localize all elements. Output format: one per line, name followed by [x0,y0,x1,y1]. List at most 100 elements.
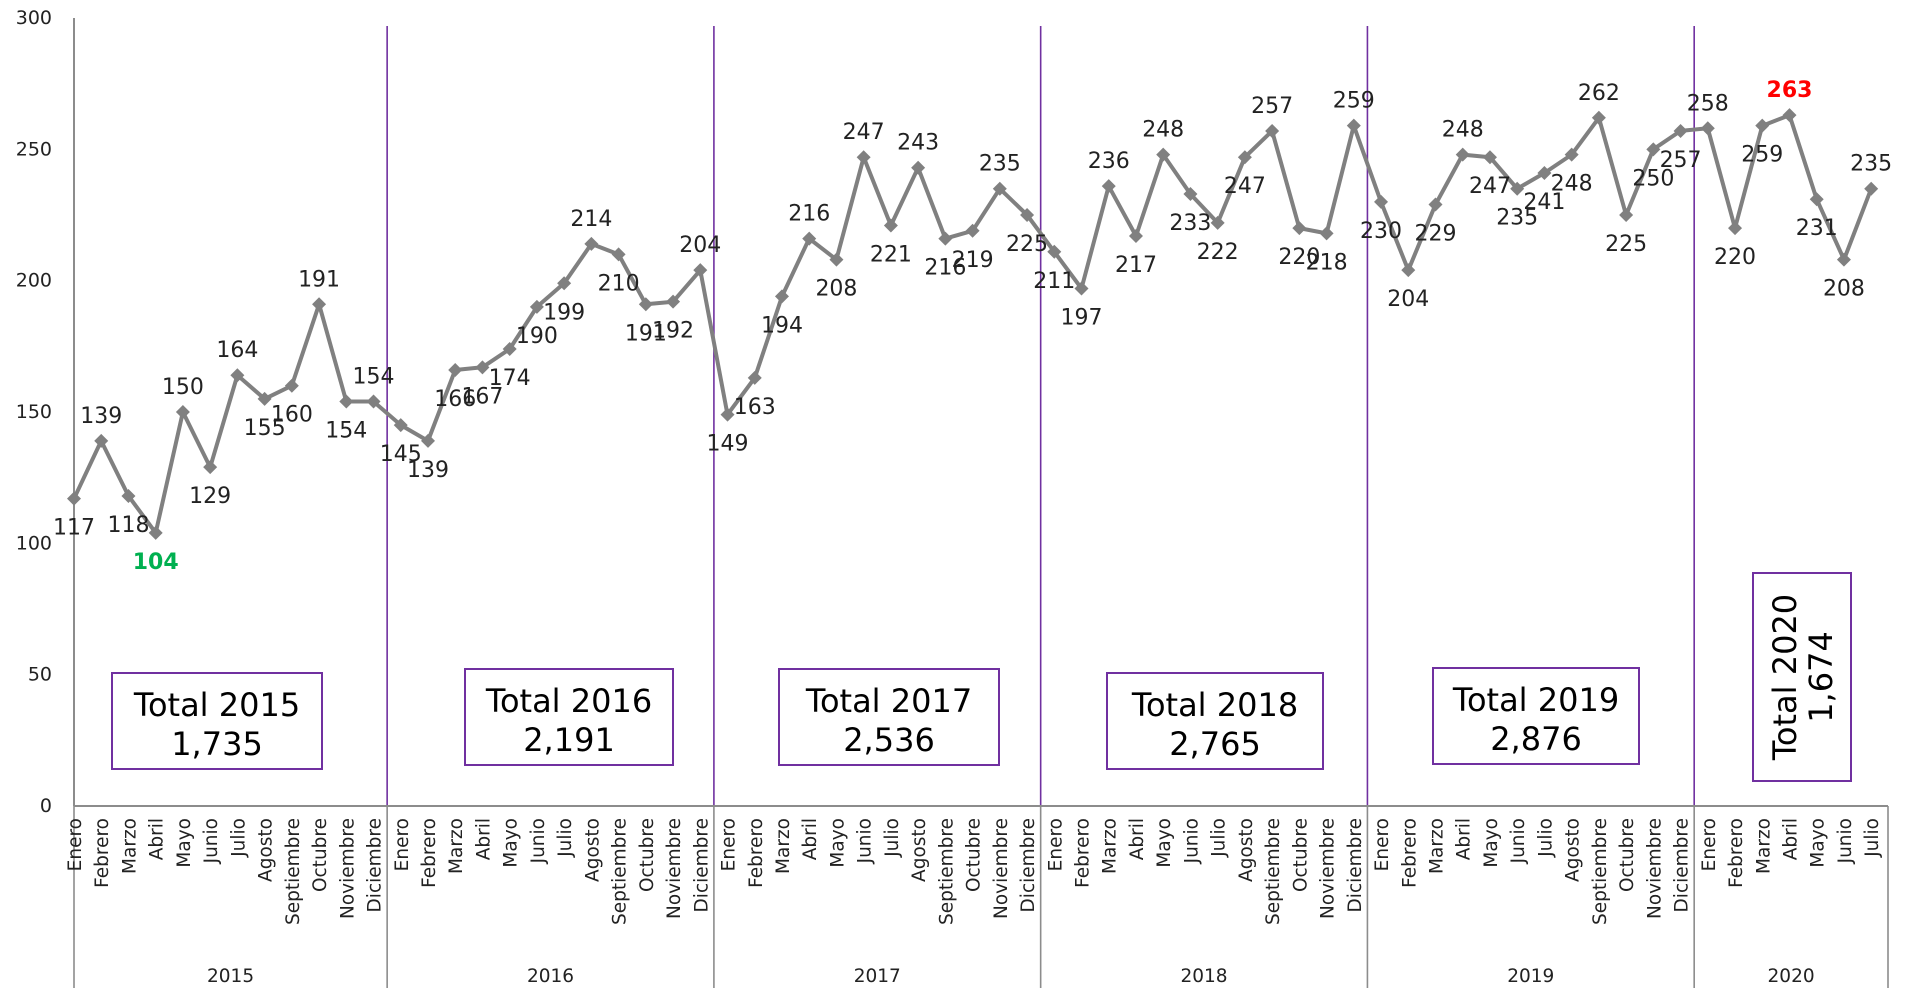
data-point [1482,150,1497,165]
month-tick-group: Abril [800,818,821,860]
month-tick-group: Enero [719,818,740,871]
data-label: 160 [271,403,313,428]
month-tick-group: Mayo [1154,818,1175,868]
total-box-value: 2,876 [1490,720,1582,758]
month-tick-label: Julio [1209,818,1230,858]
data-point [1755,118,1770,133]
y-tick-label: 150 [16,401,52,423]
data-label: 117 [53,516,95,541]
month-tick-label: Diciembre [1345,818,1366,912]
month-tick-group: Febrero [1726,818,1747,888]
month-tick-group: Agosto [909,818,930,882]
month-tick-group: Junio [201,818,222,864]
month-tick-label: Noviembre [1318,818,1339,919]
data-point [366,394,381,409]
month-tick-label: Junio [1181,818,1202,864]
month-tick-group: Septiembre [1590,818,1611,925]
data-point [856,150,871,165]
month-tick-label: Marzo [1427,818,1448,874]
y-tick-label: 0 [40,795,52,817]
data-point [420,433,435,448]
series-line [72,113,1874,535]
data-label: 208 [815,277,857,302]
month-tick-group: Noviembre [664,818,685,919]
month-tick-group: Junio [1181,818,1202,864]
month-tick-label: Julio [228,818,249,858]
total-box-frame [1432,667,1640,765]
month-tick-group: Diciembre [691,818,712,912]
month-tick-label: Septiembre [936,818,957,925]
month-tick-label: Julio [1862,818,1883,858]
month-tick-label: Enero [65,818,86,871]
year-tick-label: 2016 [527,966,574,987]
data-point [475,360,490,375]
month-tick-group: Noviembre [1318,818,1339,919]
month-tick-group: Mayo [1808,818,1829,868]
month-tick-group: Septiembre [1263,818,1284,925]
data-label: 150 [162,375,204,400]
month-tick-label: Mayo [1808,818,1829,868]
data-point [938,231,953,246]
data-point [175,404,190,419]
total-box-label: Total 2017 [805,682,972,720]
month-tick-group: Octubre [1290,818,1311,892]
data-point [1346,118,1361,133]
data-label: 204 [679,233,721,258]
month-tick-label: Noviembre [337,818,358,919]
data-point [666,294,681,309]
data-label: 219 [952,248,994,273]
data-label: 149 [707,432,749,457]
data-point [393,418,408,433]
month-tick-group: Marzo [1100,818,1121,874]
data-label: 155 [244,416,286,441]
month-tick-group: Marzo [1427,818,1448,874]
month-tick-label: Junio [201,818,222,864]
month-tick-label: Julio [555,818,576,858]
month-tick-group: Febrero [746,818,767,888]
month-tick-group: Julio [1209,818,1230,858]
month-tick-label: Enero [1045,818,1066,871]
month-tick-group: Julio [882,818,903,858]
data-label: 164 [216,338,258,363]
month-tick-group: Enero [65,818,86,871]
month-tick-group: Junio [1508,818,1529,864]
month-tick-group: Septiembre [610,818,631,925]
month-tick-label: Octubre [310,818,331,892]
data-point [1183,186,1198,201]
data-point [611,247,626,262]
data-point [1074,281,1089,296]
data-point [1047,244,1062,259]
month-tick-label: Febrero [1073,818,1094,888]
data-point [1210,215,1225,230]
month-tick-group: Enero [1699,818,1720,871]
data-label: 208 [1823,277,1865,302]
data-point [638,297,653,312]
data-point [1809,192,1824,207]
data-point [230,368,245,383]
month-tick-label: Abril [1454,818,1475,860]
month-tick-group: Noviembre [991,818,1012,919]
data-point [257,391,272,406]
data-point [911,160,926,175]
data-label: 167 [461,384,503,409]
month-tick-label: Noviembre [1644,818,1665,919]
data-label: 145 [380,442,422,467]
month-tick-label: Mayo [827,818,848,868]
month-tick-label: Abril [1127,818,1148,860]
total-box-value: 2,191 [523,721,615,759]
data-label: 229 [1415,221,1457,246]
data-point [1401,263,1416,278]
month-tick-label: Noviembre [664,818,685,919]
month-tick-label: Enero [1699,818,1720,871]
month-tick-label: Septiembre [283,818,304,925]
data-point [1319,226,1334,241]
month-tick-group: Agosto [1236,818,1257,882]
month-tick-group: Octubre [964,818,985,892]
data-point [1428,197,1443,212]
x-axis: Enero Febrero Marzo Abril Mayo Junio Julio Agos… [65,805,1889,988]
data-label: 166 [434,387,476,412]
